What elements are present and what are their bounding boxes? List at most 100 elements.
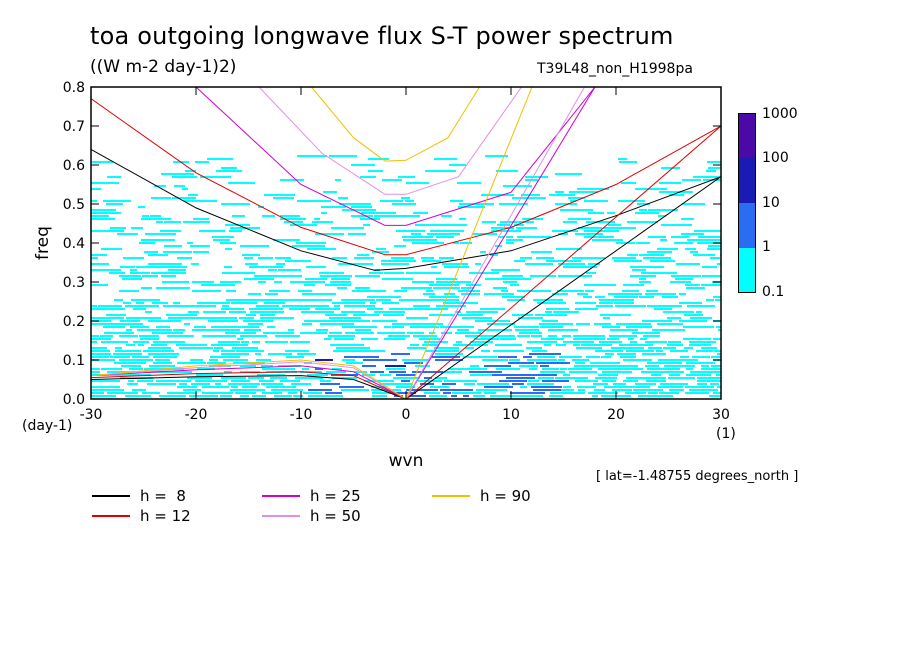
power-cell xyxy=(459,368,487,370)
power-cell xyxy=(581,344,612,346)
power-cell xyxy=(628,338,634,340)
power-cell xyxy=(113,353,142,355)
power-cell xyxy=(245,263,258,265)
power-cell xyxy=(685,392,709,394)
y-tick-label: 0.0 xyxy=(63,392,85,408)
power-cell xyxy=(639,209,647,211)
power-cell xyxy=(632,269,646,271)
power-cell xyxy=(539,323,573,325)
y-tick-label: 0.6 xyxy=(63,158,85,174)
power-cell xyxy=(298,299,323,301)
power-cell xyxy=(91,215,109,217)
power-cell xyxy=(594,323,611,325)
power-cell xyxy=(280,380,300,382)
power-cell xyxy=(527,341,557,343)
power-cell xyxy=(248,293,261,295)
power-cell xyxy=(256,359,271,361)
power-cell xyxy=(301,311,334,313)
power-cell xyxy=(384,272,404,274)
power-cell xyxy=(109,272,125,274)
power-cell xyxy=(167,335,194,337)
power-cell xyxy=(507,299,525,301)
power-cell xyxy=(328,335,355,337)
power-cell xyxy=(555,377,588,379)
power-cell xyxy=(254,275,268,277)
power-cell xyxy=(364,380,394,382)
power-cell xyxy=(399,299,430,301)
power-cell xyxy=(643,335,660,337)
power-cell xyxy=(126,317,161,319)
power-cell xyxy=(321,212,327,214)
power-cell xyxy=(224,266,232,268)
power-cell xyxy=(661,224,692,226)
power-cell xyxy=(430,230,464,232)
power-cell xyxy=(431,266,437,268)
power-cell xyxy=(623,284,637,286)
power-cell xyxy=(103,326,125,328)
power-cell xyxy=(268,269,277,271)
power-cell xyxy=(329,317,361,319)
power-cell xyxy=(573,344,580,346)
power-cell xyxy=(192,329,225,331)
power-cell xyxy=(211,326,227,328)
y-tick-label: 0.5 xyxy=(63,197,85,213)
power-cell xyxy=(658,386,683,388)
power-cell xyxy=(641,371,655,373)
power-cell xyxy=(342,326,377,328)
power-cell xyxy=(506,377,535,379)
power-cell xyxy=(256,305,279,307)
power-cell xyxy=(466,284,481,286)
colorbar-segment-1 xyxy=(739,248,755,292)
power-cell xyxy=(552,230,578,232)
power-cell xyxy=(396,374,416,376)
power-cell xyxy=(231,386,238,388)
power-cell xyxy=(540,371,565,373)
power-cell xyxy=(199,230,225,232)
power-cell xyxy=(529,353,542,355)
power-cell xyxy=(442,383,456,385)
power-cell xyxy=(675,278,693,280)
power-cell xyxy=(191,263,199,265)
power-cell xyxy=(422,344,439,346)
power-cell xyxy=(608,224,621,226)
power-cell xyxy=(409,395,426,397)
power-cell xyxy=(686,287,705,289)
power-cell xyxy=(390,278,413,280)
power-cell xyxy=(107,392,138,394)
power-cell xyxy=(239,317,254,319)
power-cell xyxy=(315,368,323,370)
power-cell xyxy=(518,317,543,319)
power-cell xyxy=(396,230,415,232)
power-cell xyxy=(372,395,387,397)
power-cell xyxy=(261,383,283,385)
power-cell xyxy=(127,383,138,385)
power-cell xyxy=(91,308,125,310)
power-cell xyxy=(167,392,197,394)
power-cell xyxy=(576,347,602,349)
power-cell xyxy=(671,275,701,277)
power-cell xyxy=(250,311,270,313)
power-cell xyxy=(367,296,401,298)
power-cell xyxy=(553,311,579,313)
power-cell xyxy=(689,344,711,346)
power-cell xyxy=(156,380,191,382)
power-cell xyxy=(555,191,564,193)
power-cell xyxy=(594,389,605,391)
legend-label: h = 50 xyxy=(310,507,361,525)
power-cell xyxy=(231,302,257,304)
power-cell xyxy=(332,377,357,379)
power-cell xyxy=(185,170,196,172)
power-cell xyxy=(568,197,585,199)
power-cell xyxy=(119,335,138,337)
power-cell xyxy=(407,332,424,334)
power-cell xyxy=(498,236,504,238)
power-cell xyxy=(130,272,150,274)
power-cell xyxy=(648,236,666,238)
power-cell xyxy=(637,203,650,205)
power-cell xyxy=(216,170,242,172)
power-cell xyxy=(648,347,662,349)
power-cell xyxy=(282,305,302,307)
power-cell xyxy=(588,212,604,214)
power-cell xyxy=(314,218,320,220)
power-cell xyxy=(262,392,282,394)
